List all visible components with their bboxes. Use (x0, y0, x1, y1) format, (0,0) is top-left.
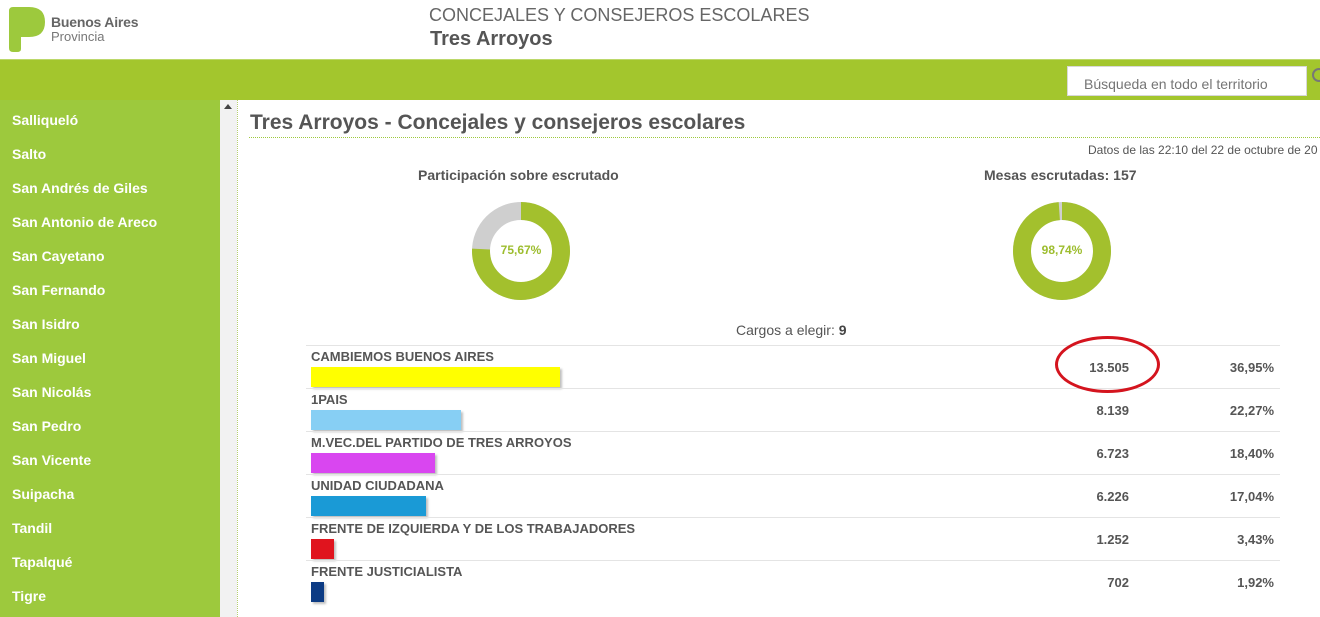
party-votes: 8.139 (1096, 403, 1129, 418)
sidebar-item[interactable]: Salto (12, 146, 47, 162)
mesas-donut-chart (1013, 202, 1111, 300)
sidebar: Salliqueló Salto San Andrés de Giles San An… (0, 100, 220, 617)
sidebar-scrollbar[interactable] (220, 100, 237, 617)
result-row: FRENTE DE IZQUIERDA Y DE LOS TRABAJADORE… (306, 517, 1280, 560)
sidebar-item[interactable]: Suipacha (12, 486, 75, 502)
party-vote-bar (311, 410, 461, 430)
highlight-circle-annotation (1055, 336, 1160, 393)
logo-line1: Buenos Aires (51, 14, 139, 30)
sidebar-item[interactable]: Tapalqué (12, 554, 73, 570)
mesas-donut-value-arc (1013, 202, 1111, 300)
party-percentage: 3,43% (1237, 532, 1274, 547)
party-name: UNIDAD CIUDADANA (311, 478, 444, 493)
search-icon[interactable] (1312, 68, 1320, 82)
mesas-label: Mesas escrutadas: 157 (984, 167, 1137, 183)
party-percentage: 18,40% (1229, 446, 1274, 461)
mesas-value: 98,74% (1041, 243, 1083, 257)
sidebar-item[interactable]: San Isidro (12, 316, 80, 332)
cargos-value: 9 (838, 322, 847, 338)
party-votes: 6.723 (1096, 446, 1129, 461)
cargos-label: Cargos a elegir: (736, 322, 839, 338)
party-name: 1PAIS (311, 392, 348, 407)
result-row: 1PAIS 8.139 22,27% (306, 388, 1280, 431)
party-percentage: 17,04% (1229, 489, 1274, 504)
party-percentage: 22,27% (1229, 403, 1274, 418)
party-vote-bar (311, 367, 560, 387)
party-vote-bar (311, 539, 334, 559)
sidebar-item[interactable]: Tandil (12, 520, 53, 536)
provincia-logo-icon (9, 7, 45, 52)
party-votes: 6.226 (1096, 489, 1129, 504)
party-percentage: 1,92% (1237, 575, 1274, 590)
scroll-up-arrow-icon[interactable] (224, 104, 232, 109)
buenos-aires-logo[interactable]: Buenos Aires Provincia (7, 5, 147, 53)
sidebar-item[interactable]: San Miguel (12, 350, 86, 366)
sidebar-item[interactable]: San Pedro (12, 418, 82, 434)
party-votes: 1.252 (1096, 532, 1129, 547)
header: Buenos Aires Provincia CONCEJALES Y CONS… (0, 0, 1320, 59)
participacion-donut-chart (472, 202, 570, 300)
top-bar (0, 59, 1320, 100)
party-name: FRENTE DE IZQUIERDA Y DE LOS TRABAJADORE… (311, 521, 636, 536)
page-header-subtitle: Tres Arroyos (430, 28, 553, 50)
party-votes: 702 (1107, 575, 1129, 590)
sidebar-item[interactable]: Salliqueló (12, 112, 79, 128)
divider (237, 100, 238, 617)
participacion-value: 75,67% (500, 243, 542, 257)
sidebar-item[interactable]: San Vicente (12, 452, 92, 468)
participacion-donut-value-arc (472, 202, 570, 300)
page-header-title: CONCEJALES Y CONSEJEROS ESCOLARES (429, 5, 810, 25)
participacion-label: Participación sobre escrutado (418, 167, 619, 183)
page-title: Tres Arroyos - Concejales y consejeros e… (250, 111, 746, 134)
logo-line2: Provincia (51, 29, 105, 44)
party-vote-bar (311, 453, 435, 473)
sidebar-item[interactable]: San Nicolás (12, 384, 92, 400)
party-vote-bar (311, 496, 426, 516)
sidebar-item[interactable]: San Fernando (12, 282, 106, 298)
result-row: FRENTE JUSTICIALISTA 702 1,92% (306, 560, 1280, 603)
party-name: M.VEC.DEL PARTIDO DE TRES ARROYOS (311, 435, 572, 450)
data-timestamp: Datos de las 22:10 del 22 de octubre de … (1088, 143, 1318, 157)
cargos-a-elegir: Cargos a elegir: 9 (736, 322, 847, 338)
title-divider (249, 137, 1320, 138)
sidebar-item[interactable]: San Andrés de Giles (12, 180, 148, 196)
party-name: FRENTE JUSTICIALISTA (311, 564, 463, 579)
sidebar-item[interactable]: San Antonio de Areco (12, 214, 158, 230)
result-row: M.VEC.DEL PARTIDO DE TRES ARROYOS 6.723 18… (306, 431, 1280, 474)
sidebar-item[interactable]: Tigre (12, 588, 46, 604)
party-name: CAMBIEMOS BUENOS AIRES (311, 349, 494, 364)
sidebar-item[interactable]: San Cayetano (12, 248, 105, 264)
result-row: UNIDAD CIUDADANA 6.226 17,04% (306, 474, 1280, 517)
party-percentage: 36,95% (1229, 360, 1274, 375)
search-input[interactable] (1067, 66, 1307, 96)
party-vote-bar (311, 582, 324, 602)
